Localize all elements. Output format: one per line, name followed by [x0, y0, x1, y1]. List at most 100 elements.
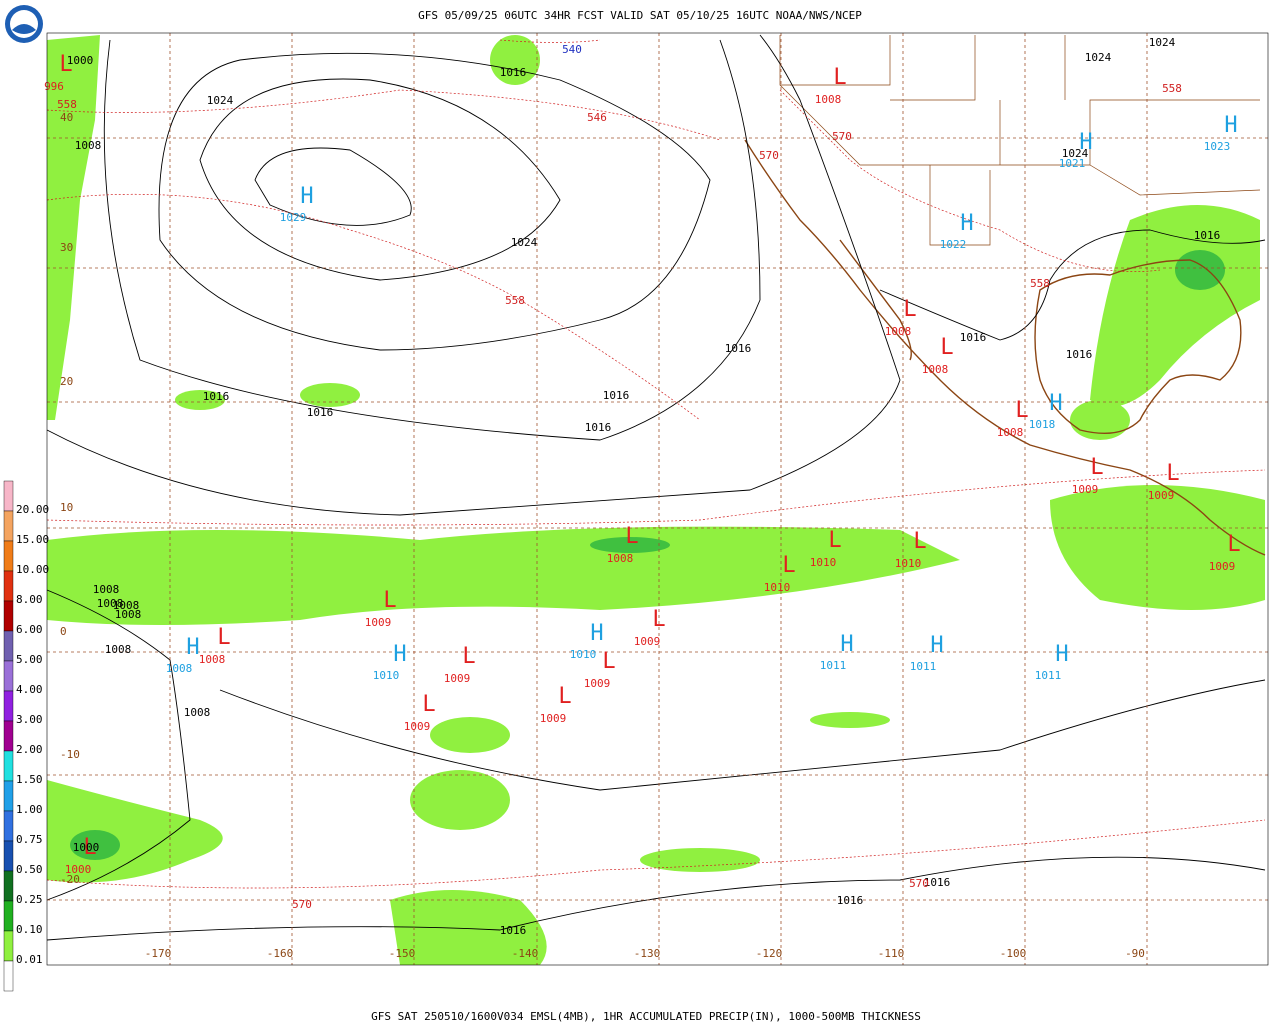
- low-symbol: L: [903, 297, 916, 322]
- low-symbol: L: [462, 644, 475, 669]
- thickness-label: 558: [505, 294, 525, 307]
- low-pressure: 1009: [1148, 489, 1175, 502]
- legend-swatch: [3, 750, 14, 782]
- low-symbol: L: [913, 529, 926, 554]
- isobar-label: 1008: [184, 706, 211, 719]
- legend-label: 0.01: [16, 953, 43, 966]
- map-title: GFS 05/09/25 06UTC 34HR FCST VALID SAT 0…: [418, 9, 862, 22]
- legend-label: 10.00: [16, 563, 49, 576]
- legend-swatch: [3, 570, 14, 602]
- lat-lon-grid: [47, 33, 1268, 965]
- legend-swatch-none: [3, 960, 14, 992]
- high-symbol: H: [186, 635, 199, 660]
- isobar-label: 1016: [837, 894, 864, 907]
- thickness-label: 570: [832, 130, 852, 143]
- low-symbol: L: [652, 607, 665, 632]
- noaa-logo: [5, 5, 43, 43]
- low-pressure: 1008: [997, 426, 1024, 439]
- isobar-label: 1008: [93, 583, 120, 596]
- latitude-label: 10: [60, 501, 73, 514]
- isobar-label: 1016: [500, 924, 527, 937]
- high-pressure: 1011: [1035, 669, 1062, 682]
- legend-label: 0.75: [16, 833, 43, 846]
- thickness-label: 558: [1030, 277, 1050, 290]
- legend-swatch: [3, 780, 14, 812]
- low-pressure: 1000: [65, 863, 92, 876]
- legend-label: 2.00: [16, 743, 43, 756]
- high-symbol: H: [1079, 130, 1092, 155]
- thickness-label: 570: [909, 877, 929, 890]
- low-pressure: 1010: [810, 556, 837, 569]
- low-pressure: 1008: [607, 552, 634, 565]
- low-symbol: L: [558, 684, 571, 709]
- low-symbol: L: [422, 692, 435, 717]
- thickness-label: 570: [759, 149, 779, 162]
- legend-swatch: [3, 540, 14, 572]
- legend-swatch: [3, 720, 14, 752]
- isobar-label: 1024: [511, 236, 538, 249]
- low-symbol: L: [1090, 455, 1103, 480]
- borders: [779, 35, 1261, 246]
- longitude-label: -150: [389, 947, 416, 960]
- map-labels: 40 30 20 10 0 -10 -20 -170 -160 -150 -140 -130 -120 -…: [44, 36, 1241, 960]
- high-pressure: 1022: [940, 238, 967, 251]
- latitude-label: 0: [60, 625, 67, 638]
- legend-label: 20.00: [16, 503, 49, 516]
- legend-swatch: [3, 930, 14, 962]
- longitude-label: -140: [512, 947, 539, 960]
- low-pressure: 1009: [540, 712, 567, 725]
- legend-swatch: [3, 870, 14, 902]
- high-symbol: H: [960, 211, 973, 236]
- isobar-label: 1008: [97, 597, 124, 610]
- latitude-label: 20: [60, 375, 73, 388]
- isobar-label: 1016: [924, 876, 951, 889]
- latitude-label: -10: [60, 748, 80, 761]
- high-symbol: H: [840, 632, 853, 657]
- low-pressure: 1009: [1209, 560, 1236, 573]
- map-caption: GFS SAT 250510/1600V034 EMSL(4MB), 1HR A…: [371, 1010, 921, 1023]
- coastlines: [744, 139, 1266, 556]
- isobar-label: 1008: [75, 139, 102, 152]
- legend-label: 8.00: [16, 593, 43, 606]
- isobar-label: 1016: [203, 390, 230, 403]
- low-symbol: L: [940, 335, 953, 360]
- legend-swatch: [3, 900, 14, 932]
- isobar-label: 1008: [115, 608, 142, 621]
- low-pressure: 1009: [1072, 483, 1099, 496]
- high-pressure: 1021: [1059, 157, 1086, 170]
- low-symbol: L: [1227, 532, 1240, 557]
- low-symbol: L: [383, 588, 396, 613]
- isobar-label: 1016: [585, 421, 612, 434]
- isobar-label: 1016: [603, 389, 630, 402]
- legend-swatch: [3, 660, 14, 692]
- thickness-label: 546: [587, 111, 607, 124]
- longitude-label: -100: [1000, 947, 1027, 960]
- high-pressure: 1011: [910, 660, 937, 673]
- isobar-label: 1016: [1066, 348, 1093, 361]
- isobar-label: 1016: [725, 342, 752, 355]
- high-symbol: H: [930, 633, 943, 658]
- high-symbol: H: [1224, 113, 1237, 138]
- legend-label: 3.00: [16, 713, 43, 726]
- low-symbol: L: [59, 52, 72, 77]
- high-pressure: 1018: [1029, 418, 1056, 431]
- isobar-label: 1024: [1062, 147, 1089, 160]
- high-pressure: 1008: [166, 662, 193, 675]
- low-symbol: L: [833, 65, 846, 90]
- isobar-label: 1016: [960, 331, 987, 344]
- thickness-label: 558: [1162, 82, 1182, 95]
- latitude-label: 30: [60, 241, 73, 254]
- longitude-label: -170: [145, 947, 172, 960]
- high-symbol: H: [300, 184, 313, 209]
- legend-swatch: [3, 810, 14, 842]
- high-pressure: 1023: [1204, 140, 1231, 153]
- precip-areas: [47, 35, 1265, 965]
- legend-swatch: [3, 840, 14, 872]
- low-pressure: 1009: [444, 672, 471, 685]
- high-symbol: H: [1049, 391, 1062, 416]
- isobar-label: 1000: [67, 54, 94, 67]
- legend-label: 5.00: [16, 653, 43, 666]
- legend-label: 0.50: [16, 863, 43, 876]
- thickness-lines: [46, 39, 1266, 889]
